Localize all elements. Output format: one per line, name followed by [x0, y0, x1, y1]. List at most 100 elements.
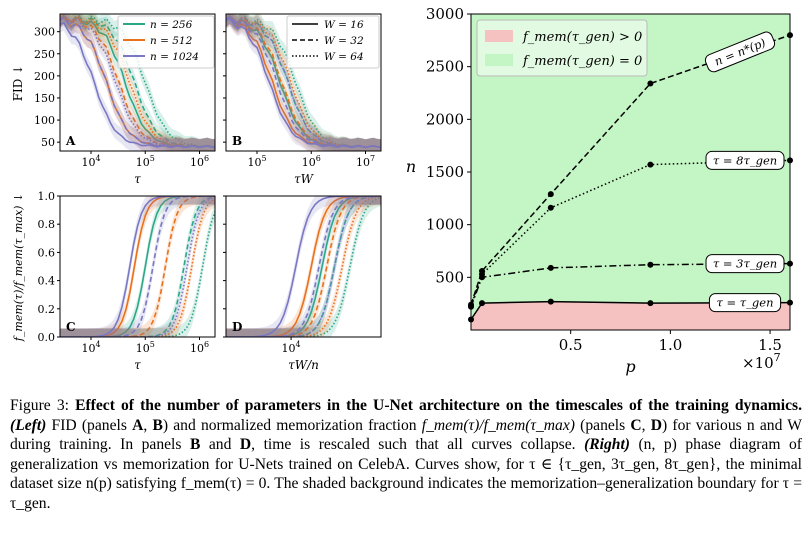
caption-rest2: , time is rescaled such that all curves …: [251, 436, 585, 453]
curve-d-1-1: [226, 196, 381, 337]
xtick-label: 106: [302, 154, 321, 169]
caption-rest3: (n, p) phase diagram of generalization v…: [10, 436, 802, 512]
caption-comma: ,: [143, 416, 153, 434]
caption-panel-a: A: [132, 416, 144, 434]
ytick-label: 300: [34, 26, 55, 39]
band-d-1-0: [226, 196, 381, 337]
phase-xtick-label: 1.5: [758, 336, 782, 354]
curve-b-1-2: [226, 14, 381, 149]
band-a-1-1: [60, 14, 215, 151]
caption-panel-d-2: D: [239, 436, 252, 453]
panel-frame: [59, 13, 216, 152]
xlabel-d: τW/n: [288, 358, 319, 372]
phase-curve-label-1: τ = 8τ_gen: [705, 150, 785, 170]
phase-point: [647, 161, 654, 168]
phase-xtick-label: 0.5: [559, 336, 583, 354]
phase-legend-box: [476, 19, 648, 77]
ytick-label: 1.0: [38, 190, 56, 203]
caption-rest1: ) for various n and W during training. I…: [10, 416, 803, 454]
phase-ytick-label: 500: [435, 268, 464, 286]
caption-title: Effect of the number of parameters in th…: [75, 397, 802, 414]
xtick-label: 105: [247, 154, 266, 169]
left-panels-labels: FID ↓ f_mem(τ)/f_mem(τ_max) ↓: [11, 65, 25, 342]
xtick-label: 104: [282, 340, 301, 355]
curve-label-text: τ = τ_gen: [717, 296, 774, 310]
phase-point: [547, 191, 554, 198]
curve-c-2-2: [60, 196, 215, 337]
ytick-label: 0.4: [38, 275, 56, 288]
phase-ytick-label: 1000: [426, 216, 464, 234]
legend-n-2: n = 1024: [150, 51, 199, 63]
caption-panel-b: B: [152, 416, 163, 434]
phase-point: [647, 300, 654, 307]
legend-w-1: W = 32: [324, 35, 364, 47]
phase-legend-swatch: [485, 30, 513, 42]
phase-point: [547, 204, 554, 211]
panel-c-curves: [60, 196, 215, 337]
band-a-2-2: [60, 14, 215, 151]
ytick-label: 150: [34, 92, 55, 105]
xtick-label: 106: [190, 154, 209, 169]
phase-curve-label-2: τ = 3τ_gen: [705, 254, 785, 274]
xlabel-a: τ: [134, 172, 141, 186]
caption-fid-text: FID (panels: [46, 416, 133, 434]
phase-xtick-label: 1.0: [658, 336, 682, 354]
figure-caption: Figure 3: Effect of the number of parame…: [10, 396, 802, 513]
band-a-2-1: [60, 14, 215, 151]
phase-curve-label-3: τ = τ_gen: [708, 293, 782, 313]
phase-point: [547, 298, 554, 305]
caption-panels-cd: (panels: [574, 416, 631, 434]
phase-legend: f_mem(τ_gen) > 0 f_mem(τ_gen) = 0: [476, 19, 648, 77]
band-c-0-1: [60, 196, 215, 337]
caption-right-tag: (Right): [584, 436, 630, 453]
curve-a-1-1: [60, 14, 215, 149]
band-b-2-1: [226, 14, 381, 151]
curve-label-box: [708, 293, 782, 313]
ytick-label: 0.6: [38, 246, 56, 259]
mem-ylabel: f_mem(τ)/f_mem(τ_max) ↓: [12, 193, 25, 342]
curve-b-2-2: [226, 14, 381, 149]
panel-d-curves: [226, 196, 381, 337]
phase-curve-2: [470, 262, 791, 308]
band-b-2-0: [226, 14, 381, 151]
phase-point: [647, 261, 654, 268]
band-b-2-2: [226, 14, 381, 151]
caption-panel-c: C: [630, 416, 642, 434]
panel-label-a: A: [65, 134, 76, 148]
xtick-label: 105: [136, 340, 155, 355]
phase-ytick-label: 2000: [426, 110, 464, 128]
phase-legend-swatch: [485, 54, 513, 66]
caption-label: Figure 3:: [10, 397, 69, 414]
xtick-label: 104: [81, 340, 100, 355]
band-b-0-1: [226, 14, 381, 151]
curve-label-text: τ = 3τ_gen: [713, 257, 777, 271]
curve-label-box: [704, 31, 776, 73]
band-b-1-0: [226, 14, 381, 151]
ytick-label: 200: [34, 70, 55, 83]
phase-ytick-label: 2500: [426, 58, 464, 76]
panel-label-d: D: [232, 320, 242, 334]
phase-legend-0: f_mem(τ_gen) > 0: [522, 30, 642, 45]
panel-c: C 0.0 0.2 0.4 0.6 0.8 1.0 104 105 106 τ: [38, 190, 216, 372]
phase-point: [479, 300, 485, 307]
panel-a-curves: [60, 14, 215, 151]
legend-w: W = 16 W = 32 W = 64: [286, 15, 380, 69]
caption-panel-d: D: [650, 416, 663, 434]
band-b-0-0: [226, 14, 381, 151]
phase-ytick-label: 3000: [426, 5, 464, 23]
panel-d: D 104 τW/n: [223, 195, 382, 372]
xtick-label: 106: [190, 340, 209, 355]
fid-ylabel: FID ↓: [11, 65, 25, 102]
phase-legend-1: f_mem(τ_gen) = 0: [522, 54, 642, 69]
panel-frame: [59, 195, 216, 338]
band-d-0-2: [226, 196, 381, 337]
curve-d-2-2: [226, 196, 381, 337]
panel-frame: [225, 195, 382, 338]
curve-label-box: [705, 150, 785, 170]
caption-left-tag: (Left): [10, 416, 47, 434]
phase-point: [479, 274, 485, 281]
curve-a-2-2: [60, 15, 215, 149]
panel-b: B 105 106 107 τW W = 16 W = 32 W = 64: [223, 13, 382, 186]
curve-c-0-1: [60, 196, 215, 337]
panel-a: A 50 100 150 200 250 300 104 105 106 τ n = 256 n = 5…: [34, 13, 216, 186]
